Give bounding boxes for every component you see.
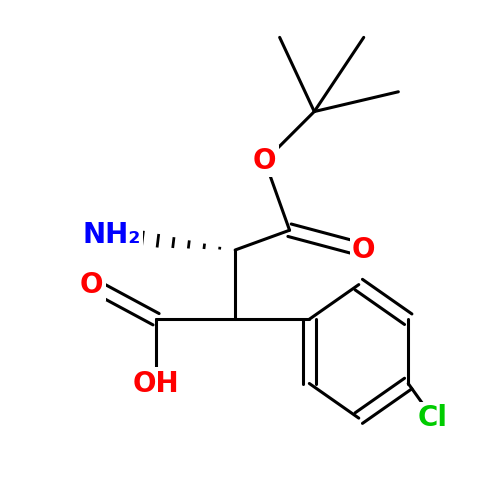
Text: Cl: Cl (418, 404, 448, 432)
Text: O: O (352, 236, 376, 264)
Text: OH: OH (132, 370, 180, 398)
Text: O: O (253, 147, 276, 175)
Text: NH₂: NH₂ (82, 221, 140, 249)
Text: O: O (80, 270, 104, 298)
